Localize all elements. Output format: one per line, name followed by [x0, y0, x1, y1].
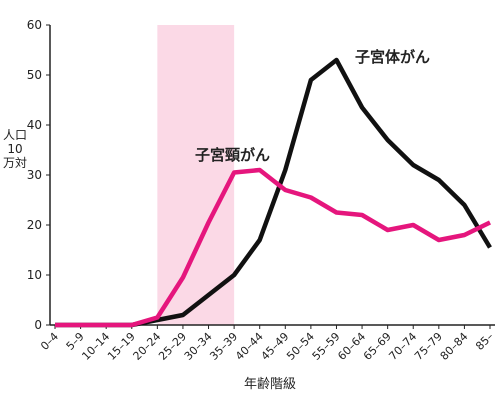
- y-tick-label: 10: [27, 268, 42, 282]
- line-series: [55, 57, 492, 328]
- x-tick-label: 30–34: [182, 330, 215, 363]
- x-tick-label: 0–4: [38, 330, 61, 353]
- x-tick-label: 65–69: [361, 330, 394, 363]
- y-tick-label: 30: [27, 168, 42, 182]
- x-tick-label: 85–: [473, 330, 496, 353]
- series-label: 子宮頸がん: [195, 146, 270, 164]
- y-tick-label: 60: [27, 18, 42, 32]
- y-axis-label: 人口10万対: [2, 128, 27, 170]
- x-axis-label: 年齢階級: [244, 377, 296, 392]
- highlight-band: [157, 25, 235, 325]
- y-tick-label: 40: [27, 118, 42, 132]
- x-tick-label: 35–39: [207, 330, 240, 363]
- x-tick-label: 80–84: [438, 330, 471, 363]
- x-tick-label: 60–64: [335, 330, 368, 363]
- y-tick-label: 0: [34, 318, 42, 332]
- x-tick-label: 45–49: [259, 330, 292, 363]
- x-tick-label: 50–54: [284, 330, 317, 363]
- x-tick-label: 40–44: [233, 330, 266, 363]
- x-tick-label: 10–14: [79, 330, 112, 363]
- x-tick-label: 20–24: [131, 330, 164, 363]
- series-label: 子宮体がん: [355, 48, 430, 66]
- line-series: [55, 167, 491, 328]
- y-tick-label: 20: [27, 218, 42, 232]
- y-tick-label: 50: [27, 68, 42, 82]
- x-tick-label: 55–59: [310, 330, 343, 363]
- x-tick-label: 25–29: [156, 330, 189, 363]
- x-tick-label: 75–79: [412, 330, 445, 363]
- x-tick-label: 70–74: [386, 330, 419, 363]
- x-tick-label: 15–19: [105, 330, 138, 363]
